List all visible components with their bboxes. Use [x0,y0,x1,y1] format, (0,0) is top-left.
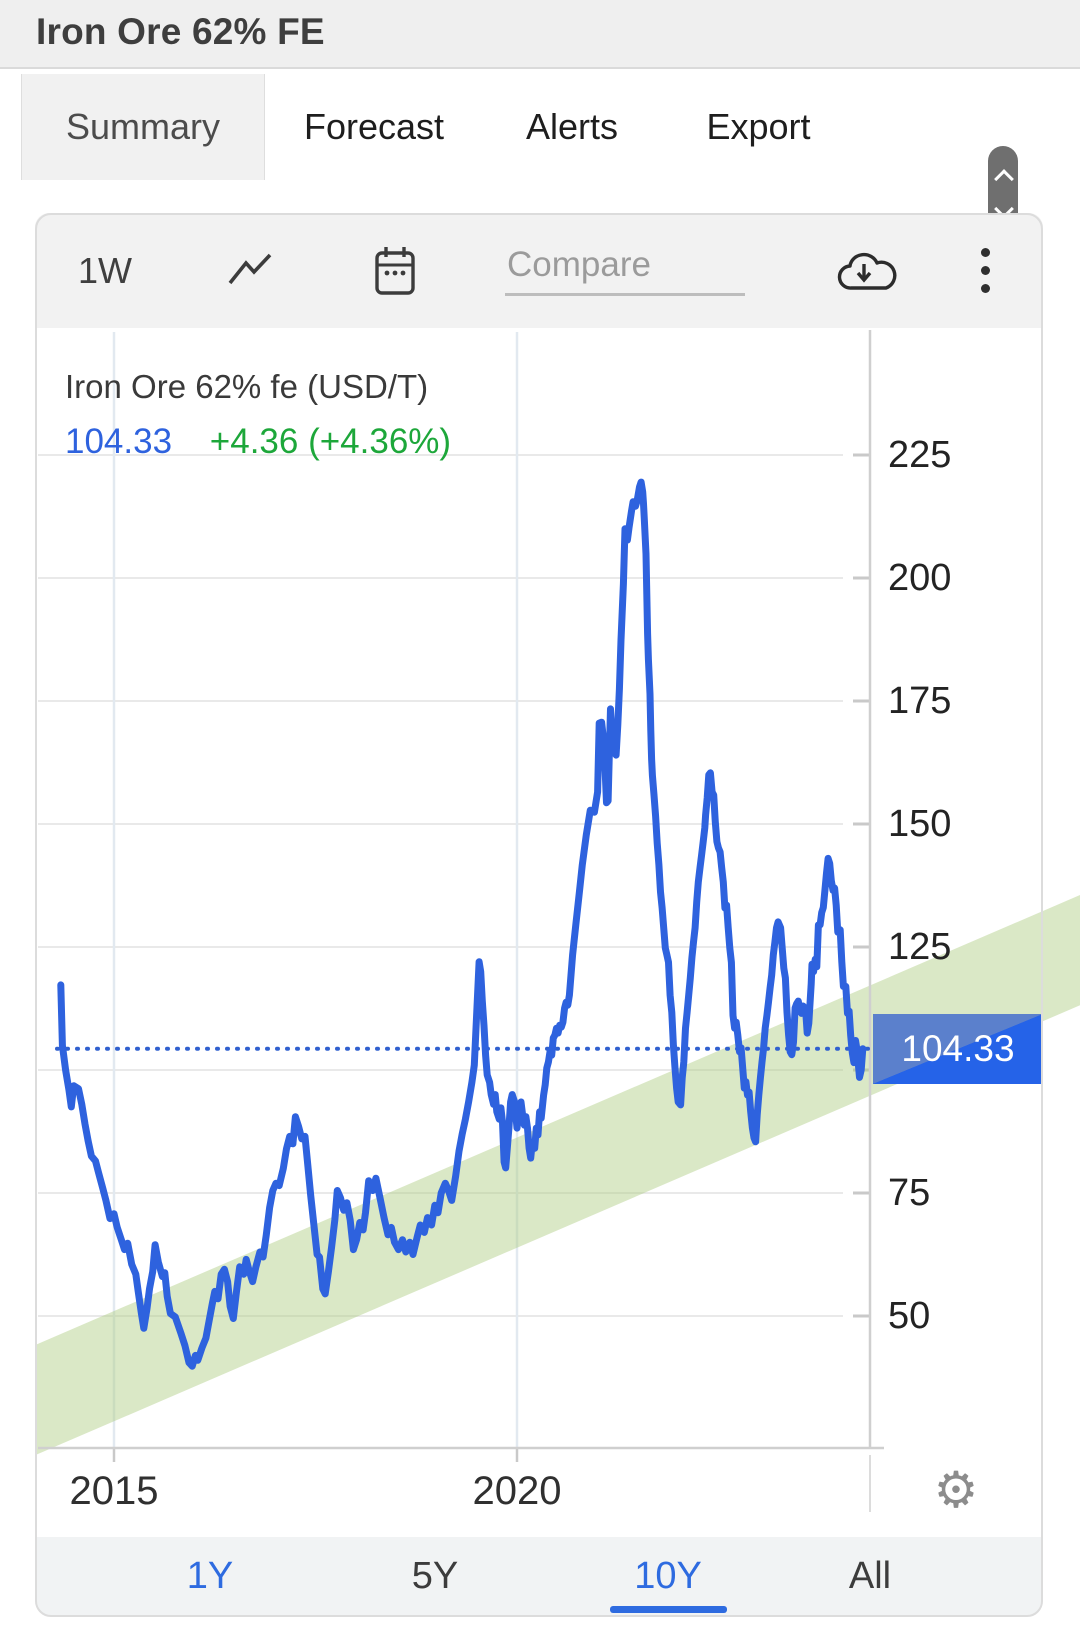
tab-export[interactable]: Export [706,106,811,147]
chevron-up-icon [994,169,1014,189]
y-axis-label: 150 [888,803,952,845]
price-change-label: +4.36 (+4.36%) [209,422,452,461]
calendar-icon[interactable] [355,213,435,328]
kebab-menu-icon[interactable] [955,213,1015,328]
line-type-icon[interactable] [210,213,290,328]
chart-legend: Iron Ore 62% fe (USD/T) 104.33 +4.36 (+4… [65,368,451,462]
interval-button[interactable]: 1W [78,249,132,291]
y-axis-label: 200 [888,557,952,599]
y-axis-label: 75 [888,1172,931,1214]
axis-divider [869,1455,871,1512]
price-line-series [57,478,867,1370]
compare-input[interactable] [505,245,745,296]
x-axis-label: 2015 [69,1469,159,1513]
compare-input-wrap [505,213,745,328]
tab-alerts[interactable]: Alerts [525,106,619,147]
chart-pan-area[interactable] [37,330,843,1448]
page-title: Iron Ore 62% FE [36,11,325,52]
trend-channel-band [35,895,1080,1456]
last-price-axis-badge: 104.33 [873,1014,1043,1084]
range-button-10y[interactable]: 10Y [634,1555,702,1597]
y-axis-label: 175 [888,680,952,722]
active-range-underline [610,1606,727,1613]
y-axis-label: 225 [888,434,952,476]
chart-toolbar: 1W [35,213,1043,328]
last-price-label: 104.33 [65,422,173,461]
range-button-5y[interactable]: 5Y [411,1555,459,1597]
price-chart-plot [35,330,1080,1462]
badge-value: 104.33 [901,1028,1015,1069]
range-button-all[interactable]: All [848,1555,892,1597]
tab-bar: Summary Forecast Alerts Export [0,69,1080,240]
y-axis-label: 125 [888,926,952,968]
x-axis-label: 2020 [472,1469,562,1513]
series-name-label: Iron Ore 62% fe (USD/T) [65,368,429,405]
app-header: Iron Ore 62% FE [0,0,1080,69]
cloud-download-icon[interactable] [822,213,908,328]
gear-icon[interactable]: ⚙ [933,1461,979,1519]
chart-card [35,213,1043,1617]
tab-forecast[interactable]: Forecast [303,106,445,147]
y-axis-label: 50 [888,1295,931,1337]
range-button-1y[interactable]: 1Y [186,1555,234,1597]
range-selector: 1Y 5Y 10Y All [35,1537,1043,1615]
tab-summary[interactable]: Summary [21,74,265,180]
